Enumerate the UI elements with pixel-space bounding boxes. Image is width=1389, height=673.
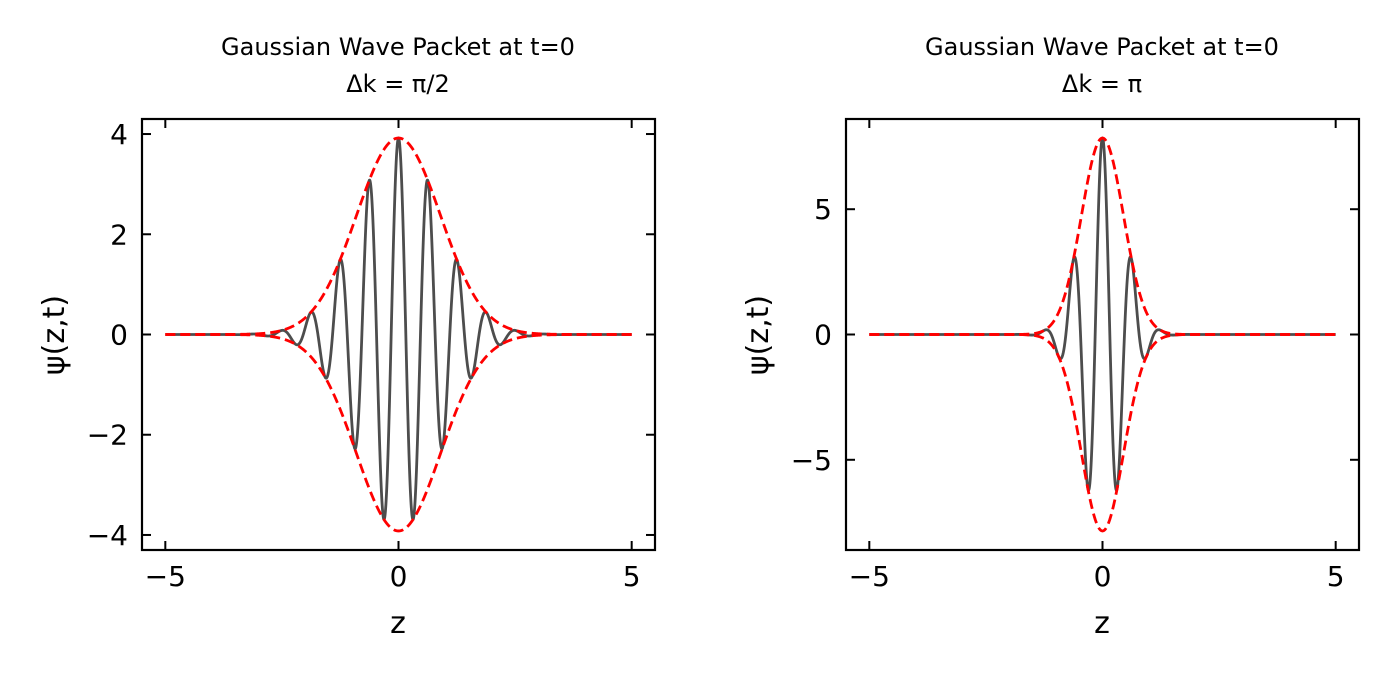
left-x-axis-label: z (390, 606, 406, 641)
y-tick-label: −2 (87, 419, 128, 452)
right-chart-panel: Gaussian Wave Packet at t=0 Δk = π z ψ(z… (741, 33, 1361, 641)
right-x-axis-label: z (1094, 606, 1110, 641)
x-tick-label: 0 (390, 560, 408, 593)
right-plot-frame (844, 117, 1361, 552)
right-axis-ticks: −5 0 5 −5 0 5 (791, 119, 1359, 593)
right-chart-subtitle: Δk = π (1062, 70, 1142, 98)
x-tick-label: −5 (145, 560, 186, 593)
right-plot-series (868, 136, 1337, 533)
left-axis-ticks: −5 0 5 −4 −2 0 2 4 (87, 118, 655, 593)
left-chart-subtitle: Δk = π/2 (346, 70, 450, 98)
x-tick-label: 0 (1094, 560, 1112, 593)
left-plot-series (164, 136, 633, 533)
lower-envelope-line (869, 333, 1336, 533)
y-tick-label: 4 (110, 118, 128, 151)
upper-envelope-line (165, 136, 632, 336)
x-tick-label: −5 (849, 560, 890, 593)
y-tick-label: 5 (814, 193, 832, 226)
x-tick-label: 5 (1327, 560, 1345, 593)
wave-packet-line (868, 136, 1337, 492)
left-chart-panel: Gaussian Wave Packet at t=0 Δk = π/2 z ψ… (37, 33, 657, 641)
y-tick-label: 0 (814, 319, 832, 352)
left-chart-title: Gaussian Wave Packet at t=0 (221, 33, 575, 61)
y-tick-label: −5 (791, 444, 832, 477)
left-plot-frame (140, 117, 657, 552)
y-tick-label: 2 (110, 218, 128, 251)
y-tick-label: −4 (87, 519, 128, 552)
x-tick-label: 5 (623, 560, 641, 593)
lower-envelope-line (165, 333, 632, 533)
right-chart-title: Gaussian Wave Packet at t=0 (925, 33, 1279, 61)
y-tick-label: 0 (110, 319, 128, 352)
upper-envelope-line (869, 136, 1336, 336)
wave-packet-line (164, 136, 633, 521)
right-y-axis-label: ψ(z,t) (741, 295, 776, 375)
left-y-axis-label: ψ(z,t) (37, 295, 72, 375)
